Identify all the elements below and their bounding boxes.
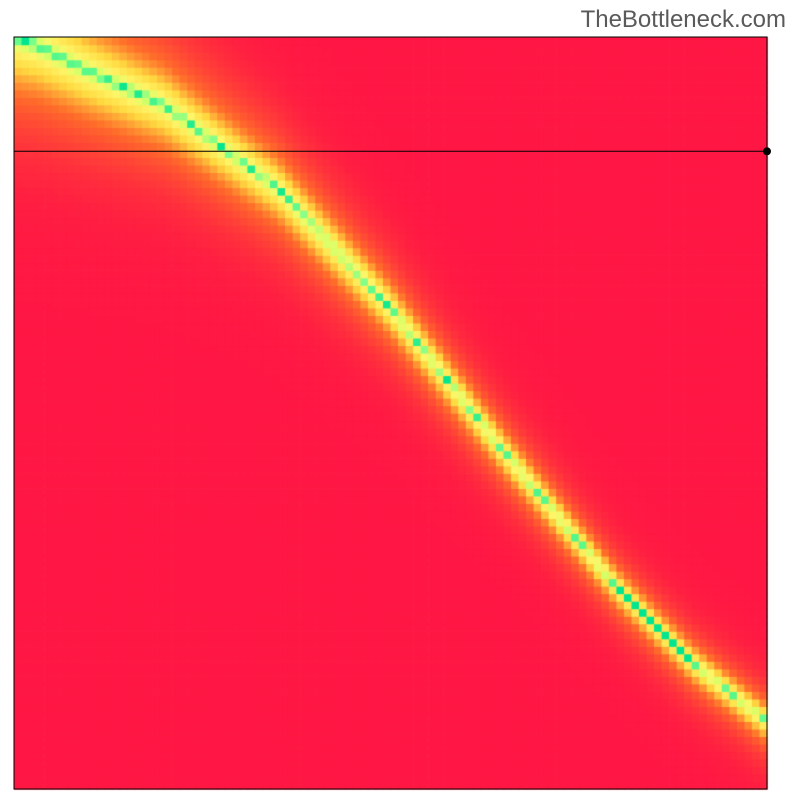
bottleneck-heatmap (0, 0, 800, 800)
chart-container: { "watermark": { "text": "TheBottleneck.… (0, 0, 800, 800)
watermark-label: TheBottleneck.com (581, 6, 786, 34)
